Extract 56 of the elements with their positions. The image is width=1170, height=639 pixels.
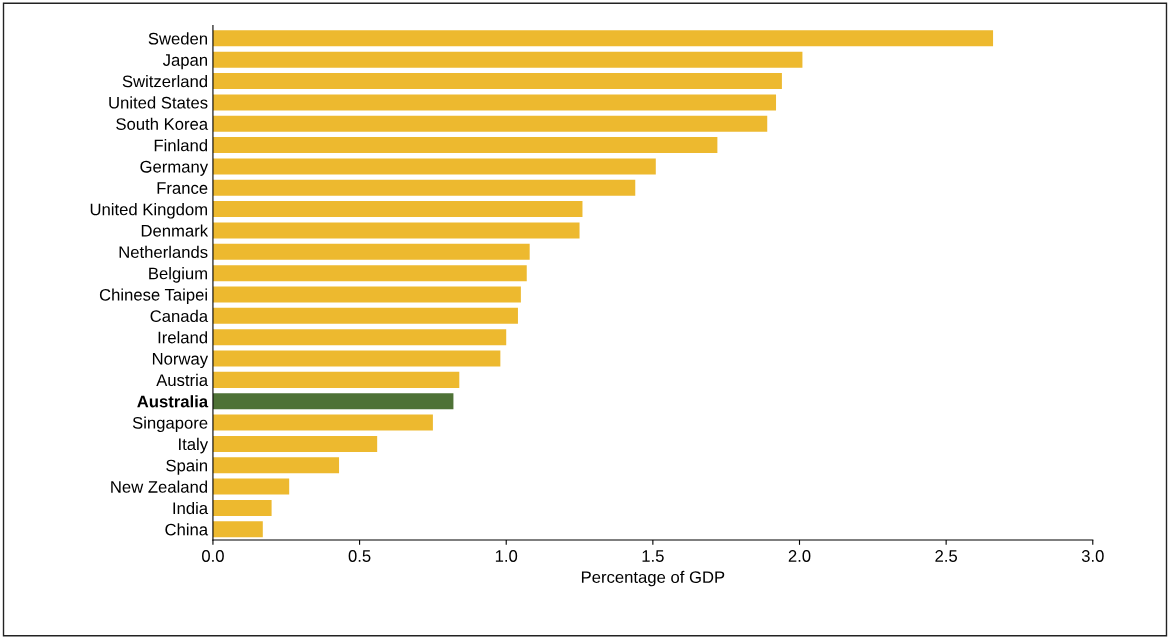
bar — [212, 222, 580, 239]
y-tick-label: Denmark — [141, 224, 209, 237]
y-tick-label: Chinese Taipei — [99, 288, 207, 304]
y-tick-label: United Kingdom — [90, 203, 207, 219]
bar — [212, 371, 460, 388]
bar — [212, 435, 378, 452]
y-tick-label: Netherlands — [119, 245, 208, 259]
y-tick-label: Spain — [166, 459, 207, 475]
bar — [212, 329, 507, 346]
bar — [212, 158, 656, 175]
bar — [212, 30, 994, 47]
bar — [212, 265, 527, 282]
x-tick-label: 3.0 — [1081, 550, 1104, 562]
y-tick-label: India — [173, 501, 209, 515]
bar — [212, 201, 583, 218]
bar — [212, 521, 263, 538]
y-tick-label: France — [157, 182, 208, 194]
y-tick-label: United States — [109, 96, 208, 109]
bar — [212, 307, 518, 324]
bar — [212, 94, 777, 111]
x-tick-label: 2.0 — [788, 550, 811, 562]
y-tick-label: Sweden — [148, 32, 207, 45]
y-tick-label: Canada — [150, 309, 209, 323]
x-axis-title: Percentage of GDP — [581, 570, 725, 587]
bar — [212, 115, 768, 132]
y-tick-label: Germany — [140, 160, 209, 176]
bar — [212, 478, 290, 495]
y-tick-label: Ireland — [158, 331, 208, 344]
bar — [212, 243, 530, 260]
y-tick-label: Italy — [179, 437, 209, 454]
x-tick-label: 1.5 — [642, 550, 664, 562]
y-tick-label: Japan — [162, 54, 207, 70]
x-tick-label: 2.5 — [935, 550, 958, 562]
y-tick-label: Belgium — [149, 267, 207, 283]
bar — [212, 137, 718, 154]
bar — [212, 414, 433, 431]
y-tick-label: Australia — [137, 395, 209, 408]
bar — [212, 393, 454, 410]
x-tick-label: 1.0 — [495, 550, 518, 562]
y-tick-label: Finland — [154, 139, 208, 152]
y-tick-label: Norway — [152, 353, 209, 369]
x-tick-label: 0.0 — [202, 550, 224, 562]
x-tick-label: 0.5 — [348, 550, 371, 562]
y-tick-label: South Korea — [116, 117, 209, 130]
y-tick-label: Singapore — [132, 416, 208, 433]
y-tick-label: Austria — [156, 373, 209, 387]
bar — [212, 350, 501, 367]
bar — [212, 73, 782, 90]
bar — [212, 179, 636, 196]
y-tick-label: China — [165, 523, 209, 536]
y-tick-label: Switzerland — [122, 75, 208, 88]
y-tick-label: New Zealand — [111, 480, 208, 493]
bar — [212, 457, 340, 474]
bar — [212, 499, 272, 516]
bar — [212, 51, 803, 68]
bar — [212, 286, 521, 303]
